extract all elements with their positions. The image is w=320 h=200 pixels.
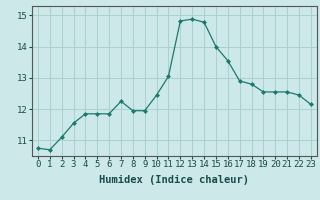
X-axis label: Humidex (Indice chaleur): Humidex (Indice chaleur) [100,175,249,185]
